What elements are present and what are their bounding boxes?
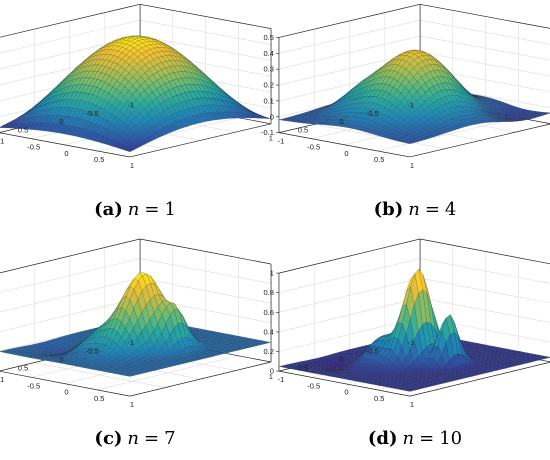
caption-label: (b): [374, 199, 404, 220]
x-tick-label: -0.5: [27, 381, 40, 390]
subfigure-caption: (d) n = 10: [368, 428, 462, 449]
caption-relation: =: [419, 428, 434, 449]
x-tick-label: 0: [344, 149, 348, 158]
z-tick-label: 0.1: [264, 96, 274, 105]
caption-value: 4: [445, 199, 456, 220]
z-tick-label: 0: [270, 112, 274, 121]
x-tick-label: -1: [278, 137, 285, 146]
z-tick-label: 0.8: [264, 288, 274, 297]
y-tick-label: 1: [269, 372, 273, 381]
surface-plot-4: 0 0.2 0.4 0.6 0.8 1 1 0.5 0 -0.5 -1 -1 -0.5 0 0.5 1 (d) n…: [264, 238, 550, 449]
caption-variable: n: [128, 199, 140, 220]
y-tick-label: 0: [339, 355, 343, 364]
z-tick-label: 0.2: [264, 347, 274, 356]
subfigure-caption: (a) n = 1: [94, 199, 176, 220]
caption-label: (c): [94, 428, 122, 449]
y-tick-label: -1: [407, 338, 414, 347]
y-tick-label: -0.5: [366, 347, 379, 356]
z-tick-label: -0.1: [261, 128, 274, 137]
y-tick-label: 0.5: [298, 125, 308, 134]
caption-value: 10: [439, 428, 462, 449]
y-tick-label: -0.5: [86, 347, 99, 356]
z-tick-label: 0.3: [264, 65, 274, 74]
x-tick-label: 0: [344, 388, 348, 397]
x-tick-label: -1: [0, 375, 4, 384]
y-tick-label: 0: [59, 355, 63, 364]
y-tick-label: 0.5: [18, 125, 28, 134]
x-tick-label: 0: [64, 388, 68, 397]
caption-value: 7: [164, 428, 175, 449]
x-tick-label: 0.5: [374, 155, 384, 164]
x-tick-label: -0.5: [307, 143, 320, 152]
y-tick-label: -0.5: [86, 109, 99, 118]
z-tick-label: 0.4: [264, 49, 274, 58]
x-tick-label: 0.5: [94, 155, 104, 164]
x-tick-label: 1: [410, 400, 414, 409]
surface-plot-3: -0.200.20.40.60.810.50-0.5-1-1-0.500.51(…: [0, 238, 272, 449]
surface-plot-1: 0.040.060.080.10.120.140.1610.50-0.5-1-1…: [0, 3, 272, 220]
z-tick-label: 0.6: [264, 308, 274, 317]
z-tick-label: 0.4: [264, 327, 274, 336]
y-tick-label: -1: [127, 338, 134, 347]
x-tick-label: -1: [278, 375, 285, 384]
caption-relation: =: [144, 199, 159, 220]
x-tick-label: 1: [130, 400, 134, 409]
x-tick-label: 0.5: [94, 394, 104, 403]
caption-label: (a): [94, 199, 123, 220]
caption-relation: =: [144, 428, 159, 449]
z-tick-label: 0.2: [264, 81, 274, 90]
y-tick-label: 0.5: [298, 364, 308, 373]
y-tick-label: -1: [407, 100, 414, 109]
surface-mesh: [0, 272, 272, 377]
x-tick-label: -1: [0, 137, 4, 146]
caption-variable: n: [408, 199, 420, 220]
z-tick-label: 0: [270, 367, 274, 376]
y-tick-label: 0.5: [18, 364, 28, 373]
surface-mesh: [278, 49, 550, 145]
caption-variable: n: [127, 428, 139, 449]
y-tick-label: -0.5: [366, 109, 379, 118]
x-tick-label: 0: [64, 149, 68, 158]
y-tick-label: 0: [339, 117, 343, 126]
z-tick-label: 1: [270, 269, 274, 278]
z-tick-label: 0.5: [264, 33, 274, 42]
y-tick-label: -1: [127, 100, 134, 109]
caption-value: 1: [164, 199, 175, 220]
x-tick-label: 1: [410, 161, 414, 170]
x-tick-label: 0.5: [374, 394, 384, 403]
x-tick-label: -0.5: [307, 381, 320, 390]
surface-mesh: [0, 35, 272, 153]
caption-relation: =: [425, 199, 440, 220]
caption-label: (d): [368, 428, 398, 449]
subfigure-caption: (b) n = 4: [374, 199, 457, 220]
surface-mesh: [278, 268, 550, 392]
subfigure-caption: (c) n = 7: [94, 428, 175, 449]
caption-variable: n: [403, 428, 415, 449]
y-tick-label: 1: [269, 134, 273, 143]
x-tick-label: 1: [130, 161, 134, 170]
surface-plot-2: -0.1 0 0.1 0.2 0.3 0.4 0.5 1 0.5 0 -0.5 -1 -1 -0.5 0 0.…: [261, 3, 550, 220]
y-tick-label: 0: [59, 117, 63, 126]
x-tick-label: -0.5: [27, 143, 40, 152]
